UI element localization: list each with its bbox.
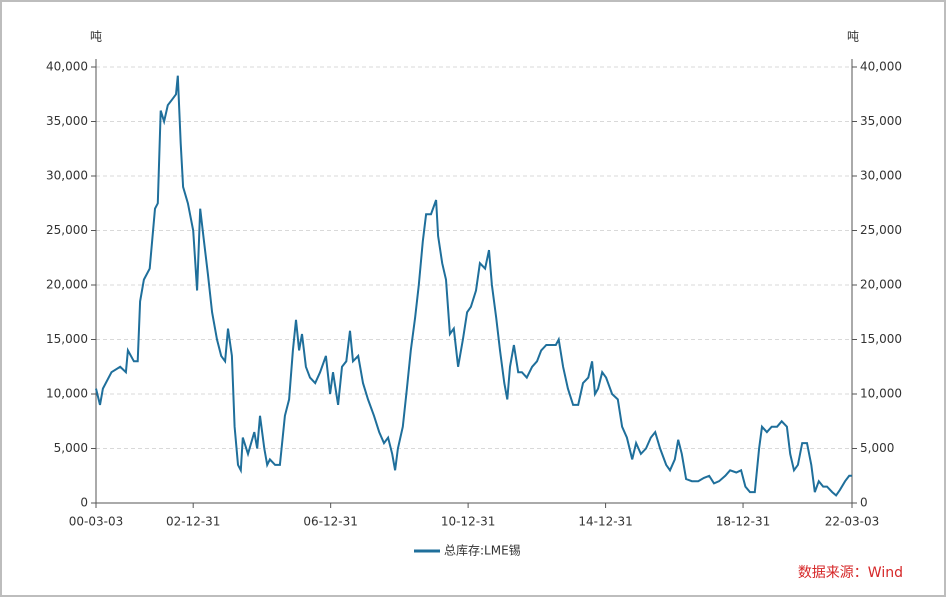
x-tick-label: 02-12-31 [166,515,220,529]
y-tick-label: 35,000 [46,114,88,128]
source: 数据来源：Wind [798,565,903,581]
y2-tick-label: 15,000 [860,332,902,346]
y2-unit: 吨 [847,30,859,44]
y-tick-label: 0 [80,496,88,510]
y2-tick-label: 5,000 [860,441,894,455]
y-tick-label: 5,000 [54,441,88,455]
x-tick-label: 14-12-31 [578,515,632,529]
x-tick-label: 00-03-03 [69,515,123,529]
y2-tick-label: 40,000 [860,60,902,74]
legend-label: 总库存:LME锡 [444,543,521,558]
line [95,75,852,497]
y-tick-label: 30,000 [46,169,88,183]
y-tick-label: 15,000 [46,332,88,346]
y-tick-label: 10,000 [46,387,88,401]
x-tick-label: 22-03-03 [825,515,879,529]
y-tick-label: 40,000 [46,60,88,74]
y2-tick-label: 30,000 [860,169,902,183]
y2-tick-label: 20,000 [860,278,902,292]
y2-tick-label: 0 [860,496,868,510]
x-tick-label: 10-12-31 [441,515,495,529]
y-tick-label: 25,000 [46,223,88,237]
y2-tick-label: 35,000 [860,114,902,128]
y2-tick-label: 10,000 [860,387,902,401]
x-tick-label: 06-12-31 [303,515,357,529]
y-tick-label: 20,000 [46,278,88,292]
y-unit: 吨 [90,30,102,44]
x-tick-label: 18-12-31 [716,515,770,529]
y2-tick-label: 25,000 [860,223,902,237]
